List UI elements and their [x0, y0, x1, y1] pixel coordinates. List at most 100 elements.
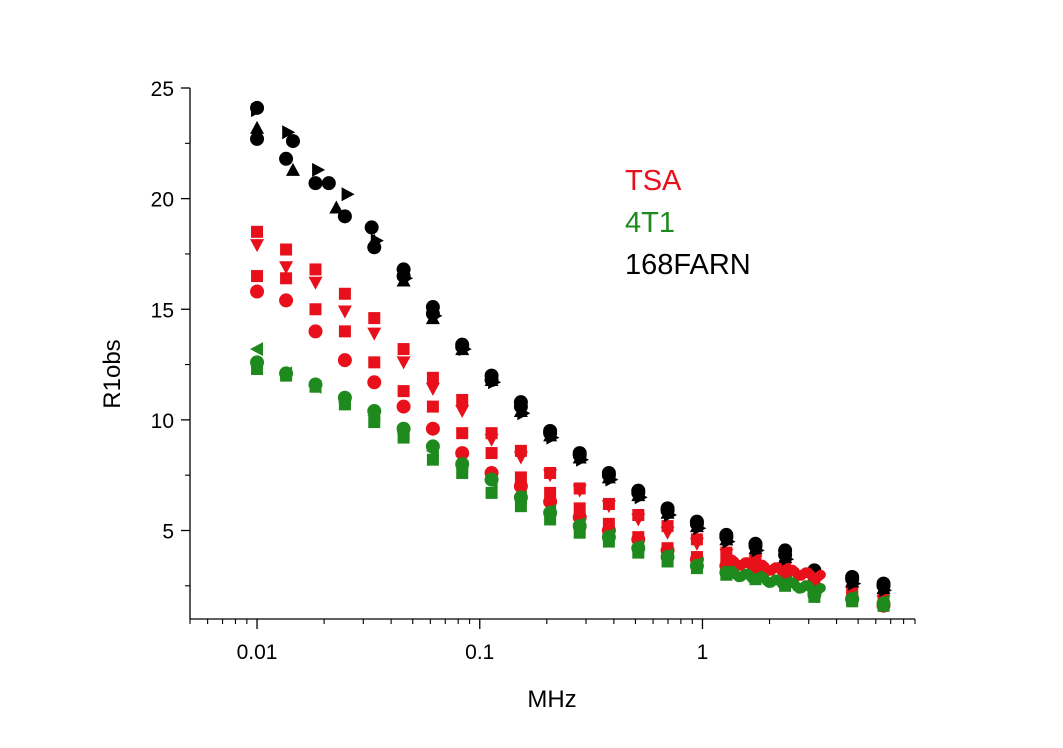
data-point [693, 521, 707, 536]
y-tick-label: 5 [162, 521, 174, 544]
data-point [601, 500, 616, 514]
data-point [455, 446, 470, 461]
data-point [329, 200, 344, 214]
data-point [664, 508, 678, 523]
data-point [397, 343, 410, 356]
data-point [877, 599, 890, 612]
data-point [312, 162, 326, 177]
data-point [279, 151, 294, 166]
data-point [719, 548, 734, 562]
y-tick-label: 25 [151, 78, 174, 101]
data-point [425, 439, 440, 454]
data-point [848, 576, 862, 591]
data-point [543, 469, 558, 483]
data-point [456, 393, 469, 406]
data-point [722, 534, 736, 549]
data-point [338, 398, 351, 411]
data-point [368, 416, 381, 429]
data-point [815, 569, 826, 580]
data-point [846, 595, 859, 608]
data-point [279, 261, 294, 275]
y-tick-label: 10 [151, 410, 174, 433]
data-point [400, 271, 414, 286]
data-point [426, 371, 439, 384]
y-tick-label: 20 [151, 189, 174, 212]
data-point [321, 176, 336, 191]
data-point [250, 284, 265, 299]
x-tick-label: 1 [697, 641, 709, 664]
data-point [458, 342, 472, 357]
data-point [282, 125, 296, 140]
data-point [251, 270, 264, 283]
data-point [370, 233, 384, 248]
data-point [425, 382, 440, 396]
data-point [397, 385, 410, 398]
data-point [488, 375, 502, 390]
data-point [513, 451, 528, 465]
data-point [367, 327, 382, 341]
data-point [573, 526, 586, 539]
data-point [426, 400, 439, 413]
data-point [632, 546, 645, 559]
data-point [337, 305, 352, 319]
data-point [456, 427, 469, 440]
data-point [605, 472, 619, 487]
data-point [602, 535, 615, 548]
data-point [576, 452, 590, 467]
x-axis-label: MHz [527, 686, 576, 713]
data-point [572, 484, 587, 498]
y-axis-label: R1obs [99, 339, 126, 408]
data-point [748, 555, 763, 569]
data-point [280, 272, 293, 285]
data-point [251, 362, 264, 375]
data-point [514, 500, 527, 513]
data-point [309, 380, 322, 393]
data-point [251, 225, 264, 238]
data-point [429, 308, 443, 323]
data-point [280, 369, 293, 382]
legend: TSA 4T1 168FARN [625, 165, 751, 281]
axes: 5 10 15 20 25 0.01 0.1 1 [151, 78, 916, 664]
data-point [689, 537, 704, 551]
data-point [367, 404, 382, 419]
data-point [631, 513, 646, 527]
data-point [456, 466, 469, 479]
legend-label: 168FARN [625, 249, 751, 281]
data-point [308, 176, 323, 191]
data-point [425, 421, 440, 436]
data-point [513, 479, 528, 494]
data-point [484, 433, 499, 447]
data-point [337, 353, 352, 368]
data-point [308, 324, 323, 339]
data-point [485, 486, 498, 499]
data-point [309, 303, 322, 316]
data-point [485, 447, 498, 460]
data-point [338, 287, 351, 300]
data-point [279, 293, 294, 308]
data-point [285, 134, 300, 149]
x-tick-label: 0.01 [237, 641, 278, 664]
data-point [546, 430, 560, 445]
data-point [517, 406, 531, 421]
data-marks [250, 100, 893, 613]
data-point [690, 562, 703, 575]
data-point [397, 431, 410, 444]
legend-label: 4T1 [625, 207, 675, 239]
data-point [309, 263, 322, 276]
data-point [396, 356, 411, 370]
data-point [338, 325, 351, 338]
data-point [250, 120, 265, 134]
data-point [341, 187, 355, 202]
data-point [815, 583, 826, 594]
data-point [285, 162, 300, 176]
data-point [368, 356, 381, 369]
data-point [455, 405, 470, 419]
y-tick-label: 15 [151, 299, 174, 322]
data-point [781, 552, 795, 567]
data-point [661, 555, 674, 568]
data-point [251, 103, 265, 118]
data-point [751, 543, 765, 558]
data-point [426, 453, 439, 466]
